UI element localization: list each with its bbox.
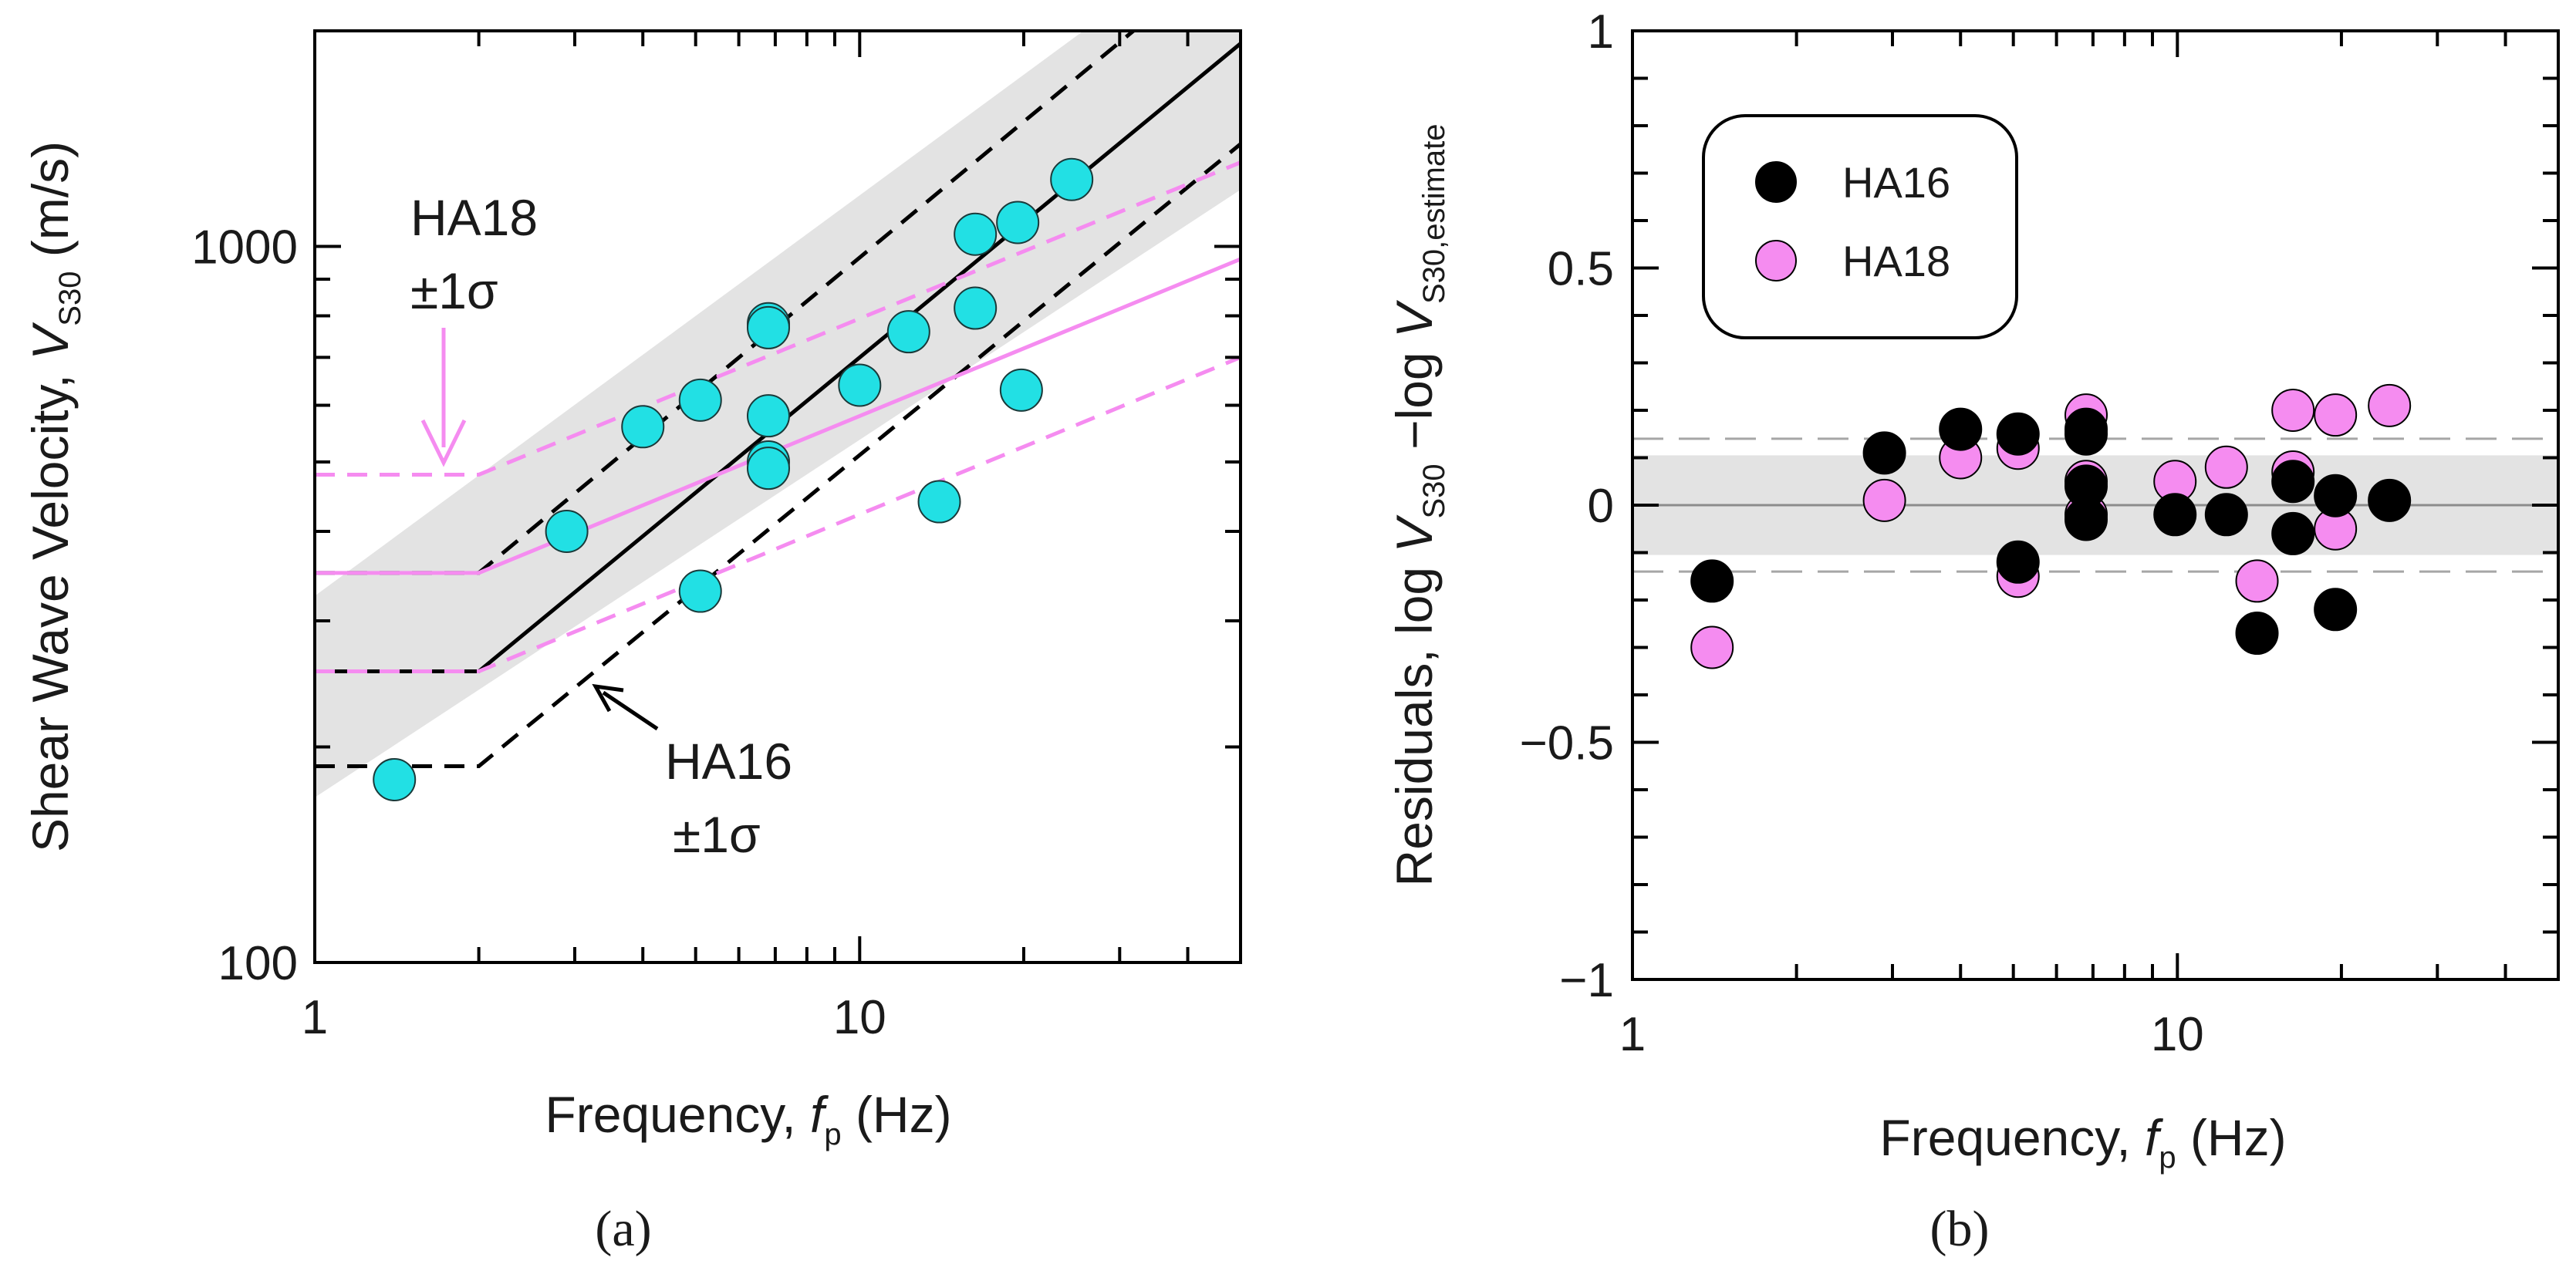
ha18-sigma-label: ±1σ — [410, 262, 498, 319]
panel-b-ylabel-p4: V — [1386, 299, 1443, 338]
panel-b-legend: HA16 HA18 — [1702, 114, 2018, 339]
legend-marker-ha16 — [1755, 161, 1797, 203]
panel-a-xlabel-unit: (Hz) — [842, 1086, 952, 1143]
panel-b-x-axis-label: Frequency, fp (Hz) — [1879, 1109, 2286, 1175]
panel-b-xlabel-sub: p — [2159, 1141, 2176, 1175]
panel-a-data-point — [678, 378, 722, 422]
panel-b-point-ha16 — [2314, 474, 2358, 517]
panel-a-x-tick-label: 10 — [833, 991, 886, 1044]
panel-a-data-point — [917, 480, 961, 524]
panel-b-point-ha18 — [2368, 383, 2412, 427]
ha18-arrow-icon — [420, 419, 467, 467]
panel-b-point-ha16 — [2271, 511, 2315, 555]
panel-b-point-ha16 — [1690, 559, 1734, 603]
panel-b-x-tick-label: 1 — [1619, 1008, 1646, 1061]
panel-b-point-ha18 — [2235, 559, 2279, 603]
panel-a-line-ha16-1- — [315, 142, 1241, 768]
panel-a-y-tick-label: 100 — [218, 937, 298, 990]
panel-b-y-axis-label: Residuals, log VS30 −log VS30,estimate — [1386, 124, 1451, 887]
panel-b-y-tick-label: 0.5 — [1548, 243, 1614, 296]
panel-a-data-point — [954, 212, 998, 256]
panel-a-line-ha18 — [315, 257, 1241, 575]
panel-b-point-ha16 — [2235, 612, 2279, 656]
panel-b-ylabel-p2: S30 — [1417, 464, 1451, 518]
panel-b-chart: 1 10 1 0.5 0 −0.5 −1 HA16 HA18 Frequency, fp (… — [1386, 5, 2560, 1257]
panel-a-data-point — [838, 363, 882, 407]
panel-a-points-layer — [373, 157, 1094, 801]
panel-b-point-ha16 — [2153, 493, 2197, 537]
panel-b-point-ha16 — [1939, 407, 1983, 451]
panel-a-ylabel-unit: (m/s) — [22, 141, 79, 271]
legend-label-ha16: HA16 — [1842, 158, 1950, 207]
panel-b-point-ha16 — [2368, 478, 2412, 522]
panel-b-ylabel-p5: S30,estimate — [1417, 124, 1451, 304]
panel-a-data-point — [747, 447, 791, 490]
panel-a-data-point — [621, 405, 665, 449]
panel-a-data-point — [996, 201, 1040, 244]
panel-b-point-ha16 — [2271, 460, 2315, 504]
panel-b-point-ha16 — [2314, 588, 2358, 632]
panel-a-frame — [313, 29, 1242, 964]
panel-a-chart: 1 10 100 1000 HA18 ±1σ HA16 ±1σ Frequency, … — [22, 29, 1242, 1257]
panel-b-x-tick-label: 10 — [2151, 1008, 2204, 1061]
ha16-arrow-shaft — [602, 690, 659, 731]
panel-b-xlabel-text: Frequency, — [1879, 1109, 2145, 1166]
panel-a-data-point — [545, 509, 589, 553]
legend-box — [1702, 114, 2018, 339]
panel-a-tick-labels: 1 10 100 1000 — [191, 221, 886, 1044]
panel-b-points-layer — [1690, 383, 2412, 669]
panel-b-point-ha18 — [2314, 393, 2358, 437]
panel-a-ticks — [313, 29, 1242, 964]
panel-b-ylabel-p1: V — [1386, 514, 1443, 553]
panel-a-data-point — [747, 305, 791, 349]
ha16-sigma-label: ±1σ — [673, 806, 761, 863]
ha16-label: HA16 — [665, 733, 792, 790]
panel-b-y-tick-label: −0.5 — [1520, 717, 1614, 770]
panel-b-point-ha16 — [2204, 493, 2248, 537]
panel-a-label: (a) — [595, 1201, 651, 1257]
panel-a-data-point — [678, 569, 722, 613]
panel-a-data-point — [886, 310, 930, 354]
panel-a-line-ha18-1- — [315, 356, 1241, 674]
panel-b-xlabel-unit: (Hz) — [2176, 1109, 2287, 1166]
ha18-label: HA18 — [410, 189, 538, 246]
panel-a-lines-layer — [315, 31, 1241, 768]
legend-marker-ha18 — [1755, 240, 1797, 281]
panel-b-y-tick-label: 1 — [1588, 5, 1614, 59]
panel-b-y-tick-label: −1 — [1559, 954, 1614, 1007]
panel-b-tick-labels: 1 10 1 0.5 0 −0.5 −1 — [1520, 5, 2204, 1061]
panel-b-ylabel-p0: Residuals, log — [1386, 553, 1443, 887]
ha16-arrow-icon — [592, 683, 624, 713]
panel-a-data-point — [999, 368, 1043, 412]
panel-b-point-ha16 — [2065, 412, 2108, 456]
panel-a-data-point — [747, 394, 791, 438]
panel-a-x-axis-label: Frequency, fp (Hz) — [545, 1086, 951, 1151]
legend-label-ha18: HA18 — [1842, 237, 1950, 285]
panel-a-y-tick-label: 1000 — [191, 221, 298, 275]
panel-b-point-ha18 — [2204, 445, 2248, 489]
panel-a-ylabel-var: V — [22, 322, 79, 360]
panel-a-line-ha18-1- — [315, 160, 1241, 477]
panel-a-ylabel-text: Shear Wave Velocity, — [22, 360, 79, 852]
panel-b-label: (b) — [1930, 1201, 1990, 1257]
panel-a-xlabel-sub: p — [824, 1118, 841, 1151]
panel-b-point-ha18 — [2271, 389, 2315, 432]
panel-a-y-axis-label: Shear Wave Velocity, VS30 (m/s) — [22, 141, 87, 852]
panel-b-point-ha18 — [1690, 625, 1734, 669]
panel-a-data-point — [1050, 157, 1094, 201]
panel-b-point-ha16 — [1862, 431, 1906, 475]
panel-a-data-point — [954, 286, 998, 330]
panel-b-ylabel-p3: −log — [1386, 338, 1443, 464]
panel-b-point-ha18 — [1862, 478, 1906, 522]
panel-a-ylabel-sub: S30 — [53, 271, 87, 326]
panel-a-data-point — [373, 757, 417, 801]
panel-b-ticks — [1631, 29, 2560, 981]
panel-a-xlabel-text: Frequency, — [545, 1086, 810, 1143]
panel-b-point-ha16 — [1996, 540, 2040, 584]
panel-a-x-tick-label: 1 — [302, 991, 328, 1044]
panel-b-point-ha16 — [2065, 497, 2108, 541]
panel-b-y-tick-label: 0 — [1588, 480, 1614, 533]
panel-b-point-ha16 — [1996, 412, 2040, 456]
